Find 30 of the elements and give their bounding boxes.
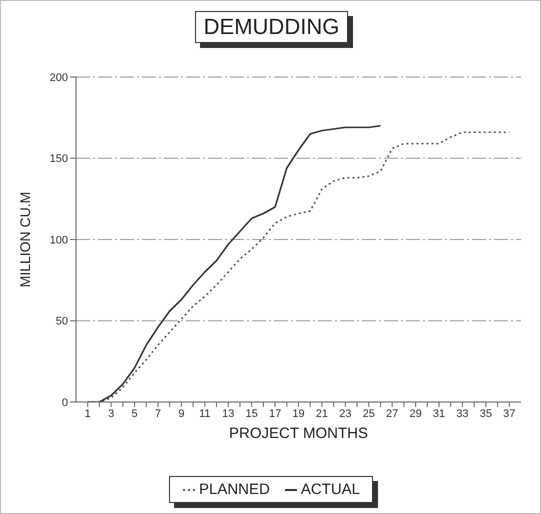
x-tick-label: 25: [362, 408, 375, 420]
y-tick-label: 200: [50, 72, 68, 84]
x-tick-label: 13: [222, 408, 234, 420]
x-axis-title: PROJECT MONTHS: [229, 425, 368, 442]
y-axis-title: MILLION CU.M: [16, 192, 33, 288]
x-tick-label: 1: [84, 408, 91, 420]
x-tick-label: 35: [480, 408, 492, 420]
y-tick-label: 100: [50, 234, 68, 246]
y-tick-label: 0: [62, 396, 68, 409]
x-tick-label: 3: [108, 408, 114, 420]
x-tick-label: 31: [432, 408, 446, 420]
x-tick-label: 5: [131, 408, 138, 420]
legend-label: ACTUAL: [300, 481, 360, 498]
x-tick-label: 19: [292, 408, 305, 420]
x-tick-label: 7: [154, 408, 162, 420]
line-series: [86, 124, 382, 402]
x-tick-label: 29: [409, 408, 422, 420]
y-tick-label: 50: [56, 316, 68, 328]
x-tick-label: 17: [268, 408, 282, 420]
y-tick-label: 150: [50, 153, 68, 166]
x-tick-label: 33: [456, 408, 469, 420]
x-tick-label: 23: [339, 408, 352, 420]
x-tick-label: 11: [199, 408, 211, 420]
x-tick-label: 15: [246, 408, 258, 420]
x-tick-label: 21: [316, 408, 328, 420]
x-tick-label: 27: [386, 408, 398, 420]
x-tick-label: 37: [503, 408, 516, 420]
legend-label: PLANNED: [198, 481, 270, 498]
chart-title: DEMUDDING: [194, 11, 348, 43]
x-tick-label: 9: [178, 408, 184, 420]
